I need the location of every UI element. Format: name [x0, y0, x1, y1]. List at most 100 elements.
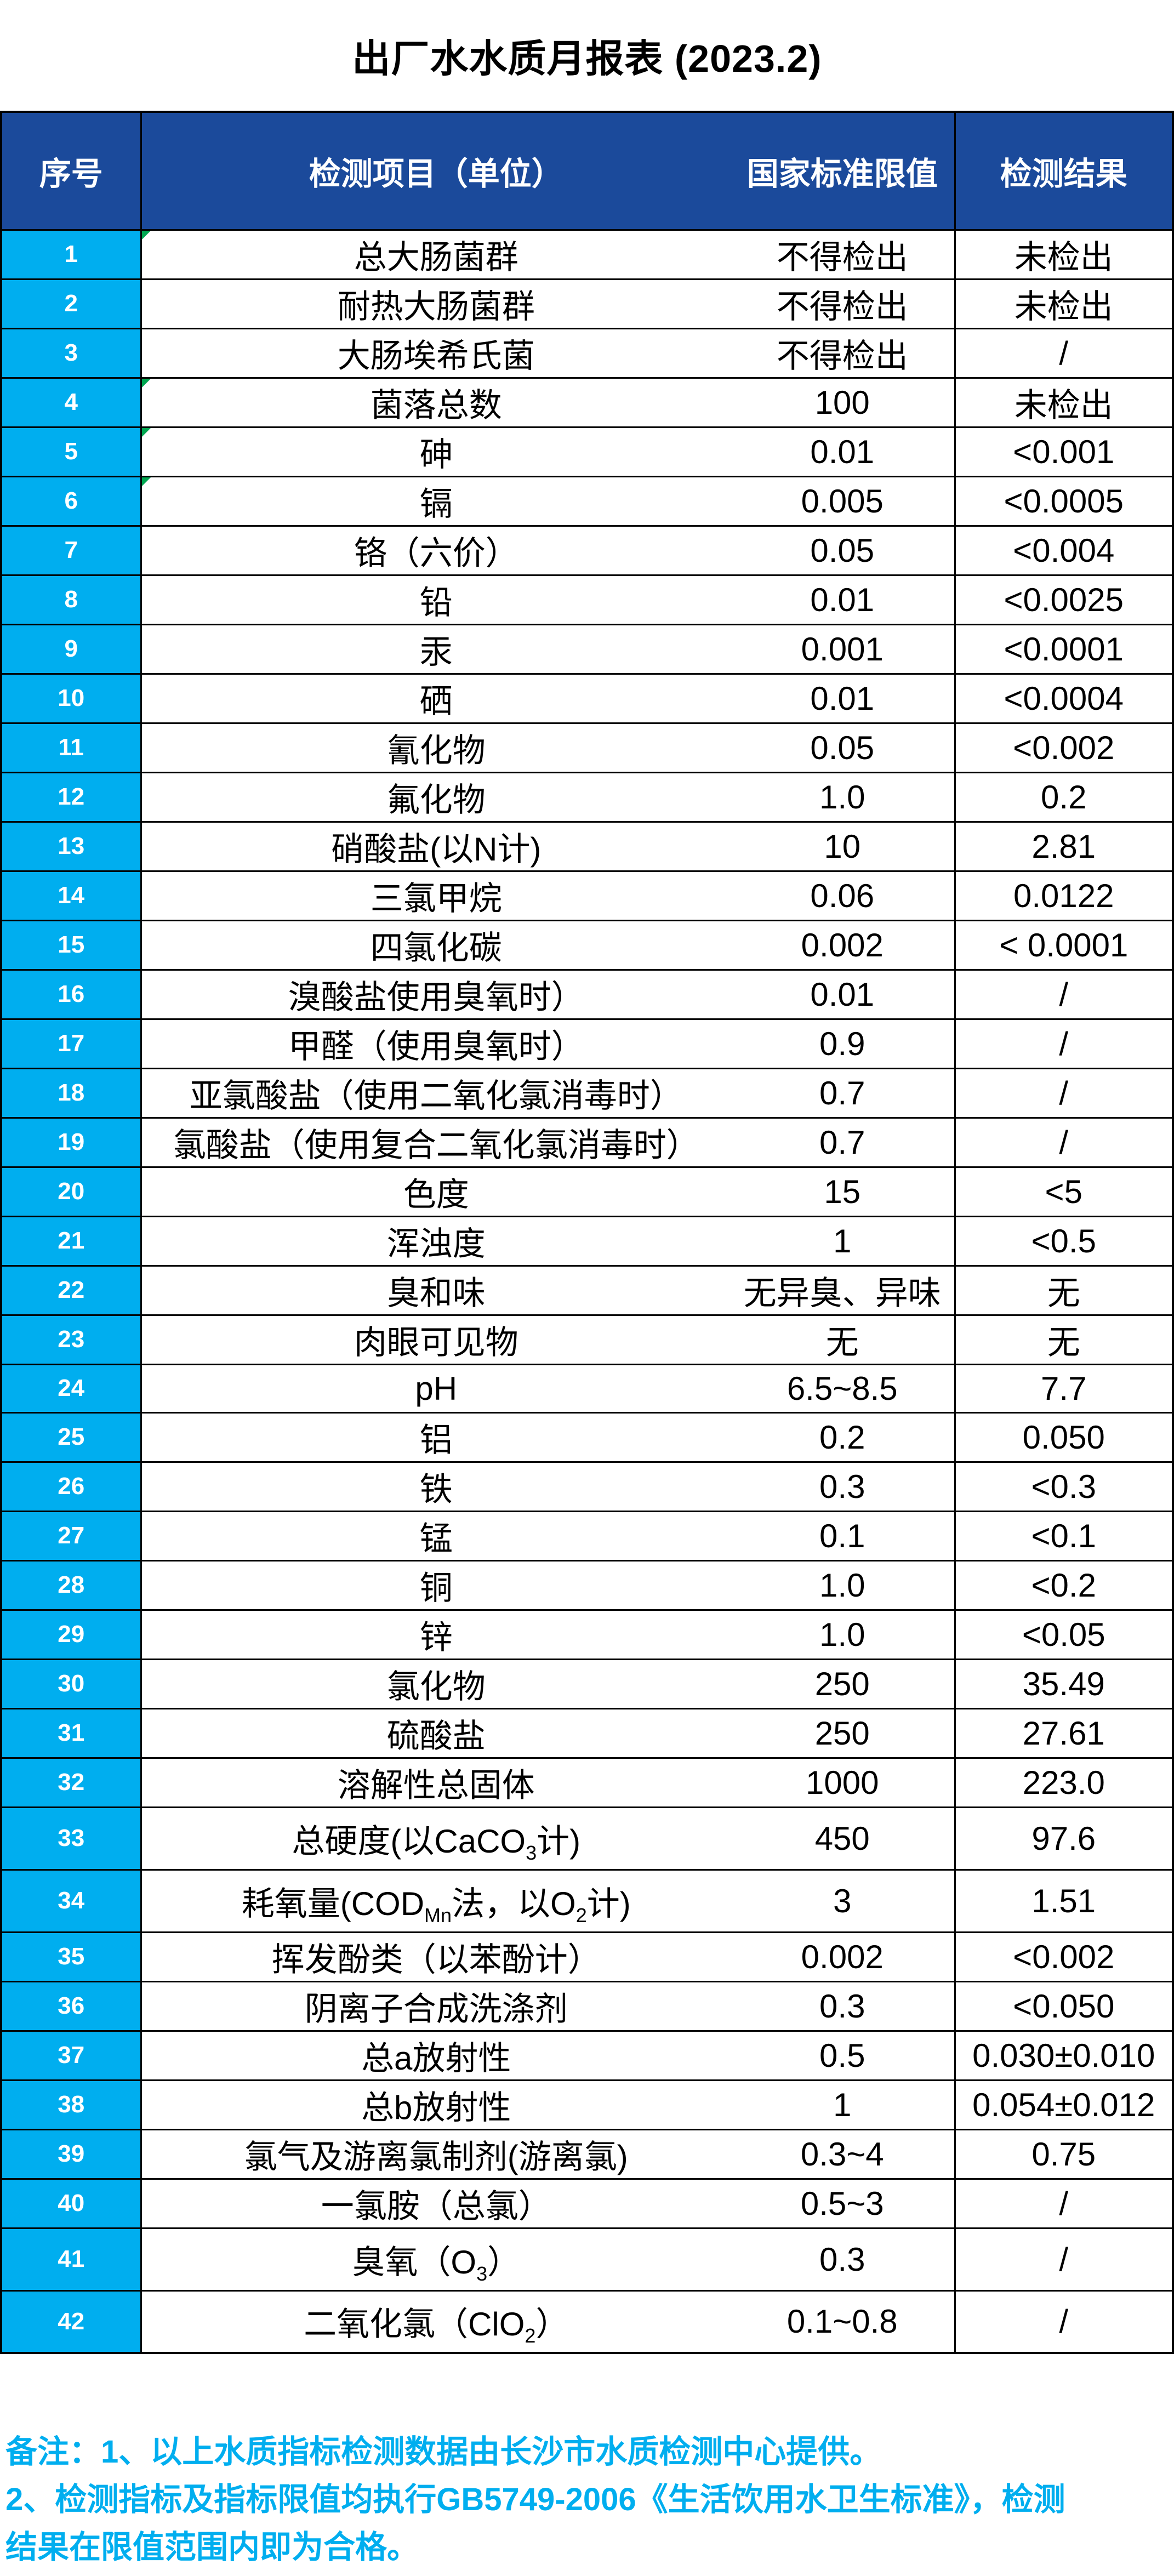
- row-index-cell: 28: [0, 1559, 142, 1611]
- result-value-cell-text: 无: [1047, 1274, 1080, 1312]
- item-name-cell-text: 耗氧量(CODMn法，以O2计): [241, 1885, 631, 1927]
- table-body: 1 总大肠菌群 不得检出 未检出 2 耐热大肠菌群 不得检出 未检出 3 大肠埃希氏菌 不得检出/4…: [0, 229, 1174, 2354]
- table-row: 37 总a放射性 0.5 0.030±0.010: [0, 2030, 1174, 2081]
- table-row: 30 氯化物 250 35.49: [0, 1658, 1174, 1709]
- limit-value-cell-text: 0.1: [819, 1517, 865, 1554]
- limit-value-cell: 0.3: [731, 1980, 956, 2032]
- result-value-cell: 无: [954, 1264, 1174, 1316]
- result-value-cell: /: [954, 2227, 1174, 2292]
- row-index-cell: 24: [0, 1363, 142, 1414]
- limit-value-cell-text: 6.5~8.5: [787, 1370, 898, 1407]
- excel-text-flag-icon: [143, 429, 151, 437]
- limit-value-cell: 0.06: [731, 870, 956, 921]
- limit-value-cell: 0.005: [731, 475, 956, 527]
- table-row: 28 铜 1.0 <0.2: [0, 1559, 1174, 1611]
- table-row: 4 菌落总数 100 未检出: [0, 377, 1174, 428]
- limit-value-cell-text: 不得检出: [776, 337, 908, 374]
- table-row: 22 臭和味 无异臭、异味 无: [0, 1264, 1174, 1316]
- table-row: 10 硒 0.01 <0.0004: [0, 673, 1174, 724]
- item-name-cell: 镉: [140, 475, 731, 527]
- result-value-cell-text: 0.0122: [1013, 877, 1114, 914]
- result-value-cell-text: 0.050: [1022, 1418, 1105, 1456]
- row-index-cell: 39: [0, 2128, 142, 2180]
- limit-value-cell: 0.5~3: [731, 2178, 956, 2229]
- row-index-cell-text: 10: [58, 685, 85, 711]
- limit-value-cell-text: 1000: [806, 1764, 879, 1801]
- limit-value-cell: 0.002: [731, 919, 956, 971]
- item-name-cell-text: 三氯甲烷: [370, 880, 502, 917]
- result-value-cell: <0.3: [954, 1461, 1174, 1512]
- item-name-cell-text: 氯化物: [386, 1668, 486, 1705]
- table-row: 8 铅 0.01 <0.0025: [0, 574, 1174, 625]
- limit-value-cell-text: 0.06: [810, 877, 875, 914]
- item-name-cell-text: 总b放射性: [361, 2089, 511, 2126]
- result-value-cell-text: <0.050: [1013, 1987, 1115, 2025]
- item-name-cell-text: 总a放射性: [361, 2039, 511, 2077]
- row-index-cell-text: 16: [58, 981, 85, 1007]
- row-index-cell: 10: [0, 673, 142, 724]
- limit-value-cell-text: 无异臭、异味: [743, 1274, 941, 1312]
- col-header-result: 检测结果: [954, 111, 1174, 231]
- result-value-cell-text: 无: [1047, 1324, 1080, 1361]
- row-index-cell: 6: [0, 475, 142, 527]
- item-name-cell: 菌落总数: [140, 377, 731, 428]
- result-value-cell: /: [954, 1116, 1174, 1168]
- limit-value-cell-text: 0.5~3: [800, 2185, 884, 2222]
- result-value-cell: 0.75: [954, 2128, 1174, 2180]
- item-name-cell-text: 一氯胺（总氯）: [321, 2187, 551, 2225]
- row-index-cell: 23: [0, 1314, 142, 1365]
- row-index-cell-text: 39: [58, 2140, 85, 2167]
- limit-value-cell-text: 0.002: [801, 1938, 884, 1975]
- table-row: 2 耐热大肠菌群 不得检出 未检出: [0, 278, 1174, 329]
- result-value-cell-text: <0.0001: [1004, 630, 1124, 668]
- result-value-cell: /: [954, 1018, 1174, 1069]
- item-name-cell: 肉眼可见物: [140, 1314, 731, 1365]
- item-name-cell: 硝酸盐(以N计): [140, 820, 731, 872]
- result-value-cell: 0.030±0.010: [954, 2030, 1174, 2081]
- item-name-cell-text: 氰化物: [386, 732, 486, 769]
- item-name-cell: 铁: [140, 1461, 731, 1512]
- result-value-cell: 未检出: [954, 278, 1174, 329]
- limit-value-cell: 1000: [731, 1757, 956, 1808]
- limit-value-cell: 0.01: [731, 426, 956, 477]
- result-value-cell-text: <0.001: [1013, 433, 1115, 470]
- table-row: 39 氯气及游离氯制剂(游离氯) 0.3~4 0.75: [0, 2128, 1174, 2180]
- table-row: 26 铁 0.3 <0.3: [0, 1461, 1174, 1512]
- limit-value-cell-text: 0.3: [819, 1987, 865, 2025]
- row-index-cell: 42: [0, 2289, 142, 2354]
- item-name-cell-text: 氯酸盐（使用复合二氧化氯消毒时）: [173, 1126, 699, 1164]
- result-value-cell-text: 1.51: [1031, 1882, 1096, 1919]
- table-header-row: 序号 检测项目（单位） 国家标准限值 检测结果: [0, 111, 1174, 231]
- result-value-cell-text: < 0.0001: [999, 926, 1129, 964]
- limit-value-cell-text: 0.7: [819, 1124, 865, 1161]
- row-index-cell: 9: [0, 623, 142, 675]
- item-name-cell-text: 铁: [419, 1471, 453, 1508]
- table-row: 27 锰 0.1 <0.1: [0, 1510, 1174, 1561]
- table-row: 3 大肠埃希氏菌 不得检出 /: [0, 327, 1174, 379]
- limit-value-cell-text: 0.7: [819, 1074, 865, 1112]
- item-name-cell-text: 铅: [419, 584, 453, 621]
- limit-value-cell: 0.05: [731, 525, 956, 576]
- item-name-cell-text: 总大肠菌群: [354, 238, 518, 276]
- table-row: 33 总硬度(以CaCO3计) 450 97.6: [0, 1806, 1174, 1871]
- item-name-cell: 二氧化氯（ClO2）: [140, 2289, 731, 2354]
- limit-value-cell: 无: [731, 1314, 956, 1365]
- result-value-cell: /: [954, 327, 1174, 379]
- item-name-cell: pH: [140, 1363, 731, 1414]
- limit-value-cell: 0.1~0.8: [731, 2289, 956, 2354]
- item-name-cell-text: 铬（六价）: [354, 534, 518, 572]
- limit-value-cell: 不得检出: [731, 229, 956, 280]
- row-index-cell-text: 7: [64, 537, 78, 563]
- limit-value-cell: 450: [731, 1806, 956, 1871]
- limit-value-cell: 100: [731, 377, 956, 428]
- result-value-cell: 未检出: [954, 229, 1174, 280]
- result-value-cell: 0.2: [954, 771, 1174, 823]
- limit-value-cell-text: 0.3~4: [800, 2135, 884, 2173]
- result-value-cell-text: /: [1059, 2241, 1069, 2278]
- excel-text-flag-icon: [143, 379, 151, 387]
- limit-value-cell: 3: [731, 1868, 956, 1933]
- result-value-cell: 2.81: [954, 820, 1174, 872]
- table-row: 20 色度 15 <5: [0, 1166, 1174, 1217]
- result-value-cell-text: <0.2: [1031, 1566, 1096, 1604]
- item-name-cell: 氟化物: [140, 771, 731, 823]
